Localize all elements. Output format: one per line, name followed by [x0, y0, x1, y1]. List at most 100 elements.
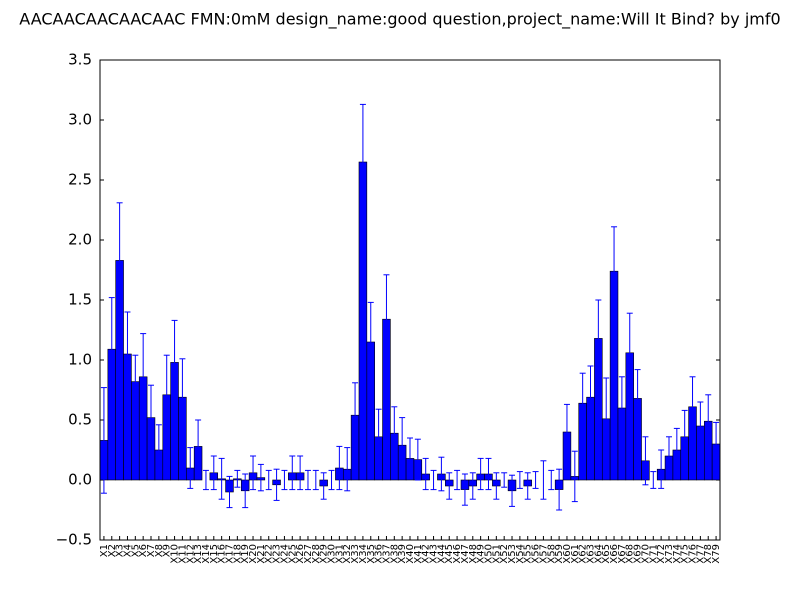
x-tick-label: X47 — [460, 544, 471, 564]
error-bar — [697, 401, 704, 451]
error-bar — [257, 463, 264, 492]
chart-title: AACAACAACAACAAC FMN:0mM design_name:good… — [19, 10, 780, 30]
x-tick-label: X14 — [201, 544, 212, 564]
error-bar — [210, 455, 217, 491]
error-bar — [148, 384, 155, 451]
x-tick-label: X43 — [429, 544, 440, 564]
y-tick-label: 3.5 — [68, 51, 92, 69]
x-tick-label: X26 — [295, 544, 306, 564]
error-bar — [391, 406, 398, 461]
y-tick-label: 2.0 — [68, 231, 92, 249]
x-tick-label: X59 — [554, 544, 565, 564]
error-bar — [320, 472, 327, 500]
error-bar — [665, 436, 672, 476]
error-bar — [634, 369, 641, 428]
y-tick-label: −0.5 — [56, 531, 92, 549]
x-tick-label: X48 — [468, 544, 479, 564]
error-bar — [446, 472, 453, 500]
x-tick-label: X46 — [452, 544, 463, 564]
x-tick-label: X54 — [515, 544, 526, 564]
x-tick-label: X69 — [633, 544, 644, 564]
x-tick-label: X12 — [185, 544, 196, 564]
x-tick-label: X39 — [397, 544, 408, 564]
error-bar — [100, 387, 107, 494]
error-bar — [524, 472, 531, 500]
x-tick-label: X64 — [593, 544, 604, 564]
error-bar — [579, 372, 586, 434]
x-tick-label: X63 — [586, 544, 597, 564]
error-bar — [571, 450, 578, 503]
x-tick-label: X62 — [578, 544, 589, 564]
error-bar — [281, 469, 288, 491]
x-tick-label: X74 — [672, 544, 683, 564]
x-tick-label: X58 — [546, 544, 557, 564]
x-tick-label: X44 — [436, 544, 447, 564]
error-bar — [116, 202, 123, 319]
error-bar — [587, 365, 594, 429]
x-tick-label: X30 — [327, 544, 338, 564]
error-bar — [422, 457, 429, 491]
error-bar — [548, 469, 555, 491]
error-bar — [673, 427, 680, 473]
x-tick-label: X68 — [625, 544, 636, 564]
error-bar — [516, 471, 523, 489]
x-tick-label: X21 — [256, 544, 267, 564]
x-tick-label: X27 — [303, 544, 314, 564]
x-tick-label: X29 — [319, 544, 330, 564]
error-bar — [344, 447, 351, 492]
x-tick-label: X3 — [115, 544, 126, 557]
error-bar — [650, 471, 657, 489]
x-tick-label: X57 — [538, 544, 549, 564]
error-bar — [132, 354, 139, 409]
error-bar — [218, 457, 225, 500]
x-tick-label: X37 — [381, 544, 392, 564]
x-tick-label: X40 — [405, 544, 416, 564]
y-tick-label: 1.5 — [68, 291, 92, 309]
error-bar — [509, 474, 516, 507]
error-bar — [532, 471, 539, 489]
x-tick-label: X36 — [374, 544, 385, 564]
error-bar — [124, 311, 131, 397]
x-tick-label: X20 — [248, 544, 259, 564]
x-tick-label: X22 — [264, 544, 275, 564]
x-tick-label: X34 — [358, 544, 369, 564]
error-bar — [328, 469, 335, 491]
x-tick-label: X65 — [601, 544, 612, 564]
x-tick-label: X2 — [107, 544, 118, 557]
error-bar — [367, 301, 374, 383]
x-tick-label: X6 — [138, 544, 149, 557]
error-bar — [626, 312, 633, 393]
x-tick-label: X10 — [170, 544, 181, 564]
error-bar — [658, 449, 665, 489]
y-tick-label: 2.5 — [68, 171, 92, 189]
error-bar — [108, 297, 115, 402]
error-bar — [454, 469, 461, 491]
error-bar — [289, 455, 296, 491]
x-tick-label: X7 — [146, 544, 157, 557]
x-tick-label: X35 — [366, 544, 377, 564]
error-bar — [563, 403, 570, 461]
x-tick-label: X79 — [711, 544, 722, 564]
x-tick-label: X11 — [177, 544, 188, 564]
error-bar — [556, 468, 563, 511]
x-tick-label: X4 — [122, 544, 133, 557]
error-bar — [297, 455, 304, 491]
error-bar — [595, 299, 602, 378]
x-tick-label: X31 — [334, 544, 345, 564]
error-bar — [611, 226, 618, 317]
error-bar — [250, 455, 257, 491]
x-tick-label: X73 — [664, 544, 675, 564]
x-tick-label: X23 — [272, 544, 283, 564]
x-tick-label: X75 — [680, 544, 691, 564]
plot-frame — [99, 59, 721, 541]
y-tick-label: 1.0 — [68, 351, 92, 369]
error-bar — [493, 472, 500, 500]
x-tick-label: X1 — [99, 544, 110, 557]
x-tick-label: X52 — [499, 544, 510, 564]
error-bar — [273, 468, 280, 501]
error-bar — [265, 469, 272, 491]
error-bar — [430, 469, 437, 491]
x-tick-label: X8 — [154, 544, 165, 557]
